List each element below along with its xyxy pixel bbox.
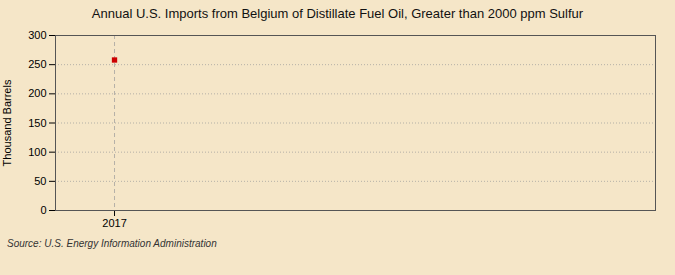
svg-text:300: 300: [28, 29, 46, 41]
svg-text:50: 50: [34, 175, 46, 187]
svg-text:150: 150: [28, 117, 46, 129]
svg-text:0: 0: [40, 204, 46, 216]
svg-text:100: 100: [28, 146, 46, 158]
html-text:Annual U.S. Imports from Belgi: Annual U.S. Imports from Belgium of Dist…: [91, 6, 584, 21]
svg-text:250: 250: [28, 58, 46, 70]
svg-text:Thousand Barrels: Thousand Barrels: [1, 79, 13, 166]
html-text:Source: U.S. Energy Informatio: Source: U.S. Energy Information Administ…: [7, 238, 217, 249]
svg-text:200: 200: [28, 87, 46, 99]
svg-text:2017: 2017: [102, 217, 126, 229]
